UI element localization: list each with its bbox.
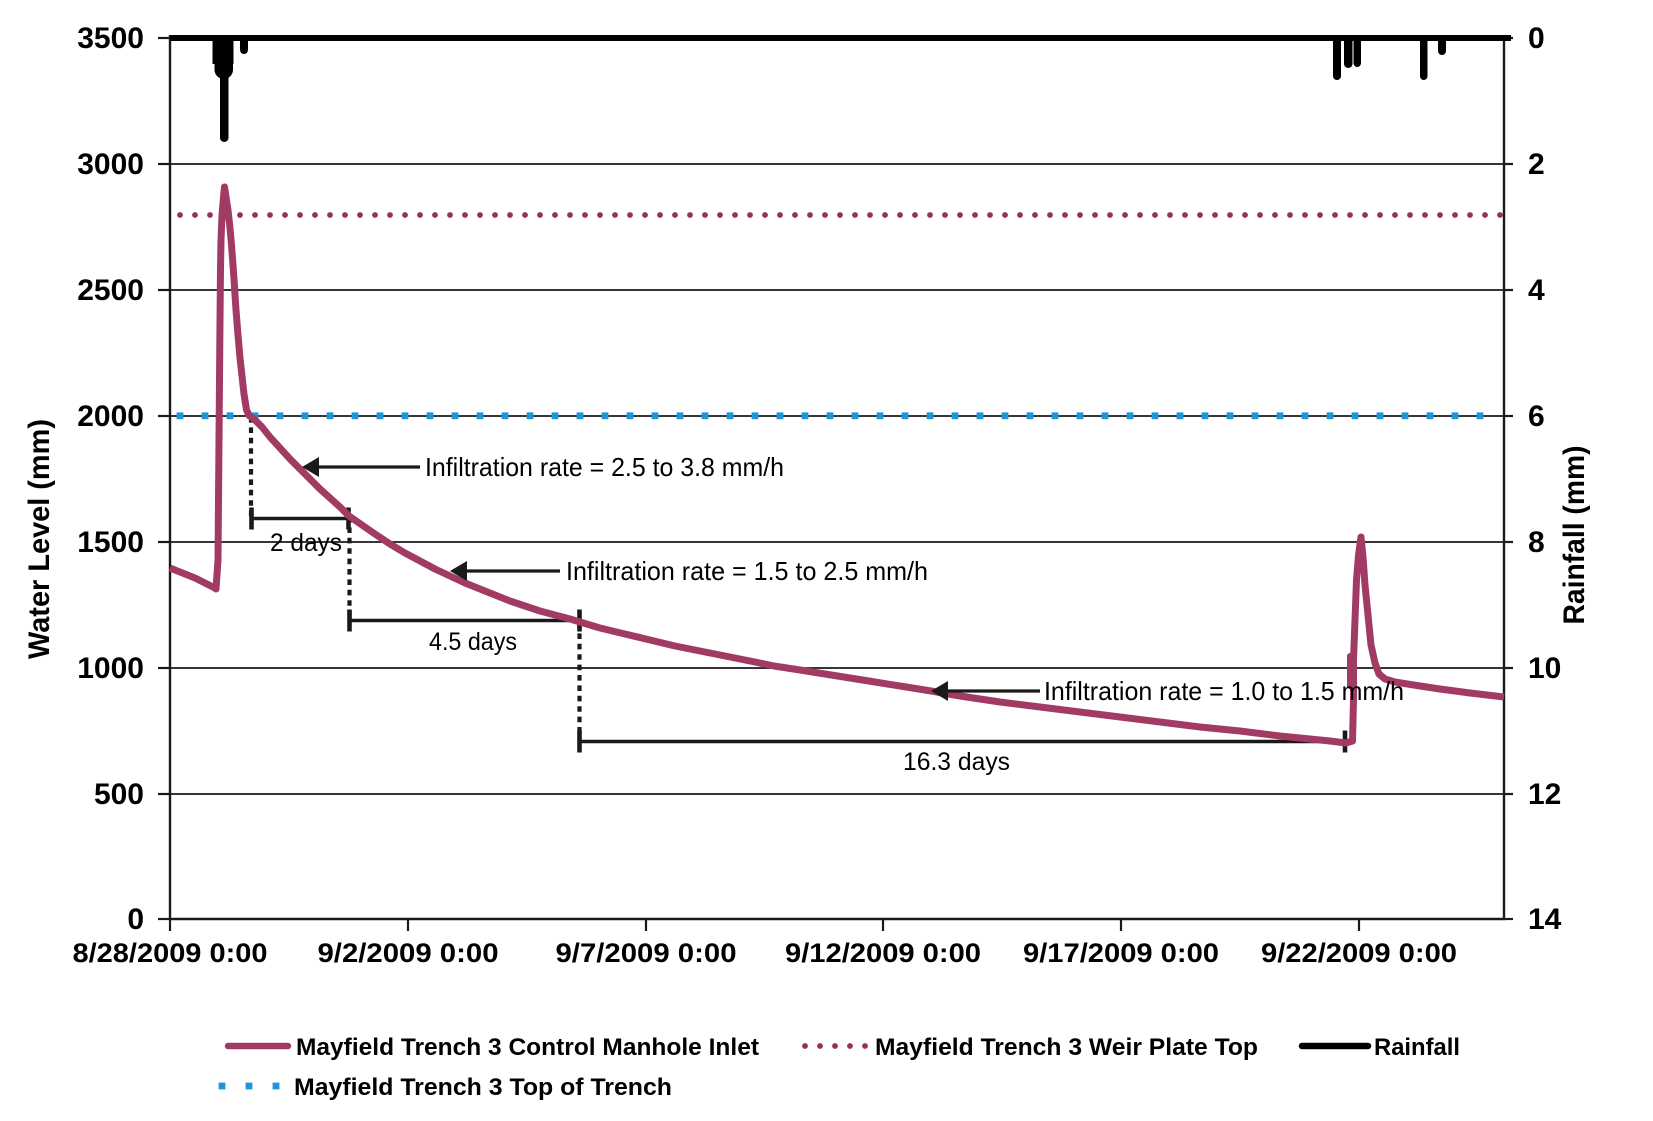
svg-text:3500: 3500 [77,22,144,55]
svg-text:9/2/2009 0:00: 9/2/2009 0:00 [318,938,499,968]
svg-text:3000: 3000 [77,148,144,181]
svg-text:16.3 days: 16.3 days [903,748,1010,776]
svg-text:4: 4 [1528,274,1545,307]
svg-text:Mayfield Trench 3 Weir Plate T: Mayfield Trench 3 Weir Plate Top [875,1034,1258,1061]
svg-text:500: 500 [94,778,144,811]
svg-text:Infiltration rate = 1.0 to 1.5: Infiltration rate = 1.0 to 1.5 mm/h [1044,676,1404,706]
svg-text:Infiltration rate = 2.5 to 3.8: Infiltration rate = 2.5 to 3.8 mm/h [425,452,784,482]
svg-text:1500: 1500 [77,526,144,559]
svg-text:Rainfall: Rainfall [1374,1034,1460,1061]
svg-text:0: 0 [1528,22,1545,55]
svg-text:14: 14 [1528,903,1562,936]
svg-text:0: 0 [127,903,144,936]
svg-text:Rainfall (mm): Rainfall (mm) [1558,446,1591,625]
svg-text:2000: 2000 [77,400,144,433]
svg-text:4.5 days: 4.5 days [429,628,517,656]
svg-text:Water Level (mm): Water Level (mm) [23,419,56,659]
svg-text:Mayfield Trench 3 Top of Trenc: Mayfield Trench 3 Top of Trench [294,1074,672,1101]
svg-text:10: 10 [1528,652,1561,685]
svg-text:8: 8 [1528,526,1545,559]
svg-text:1000: 1000 [77,652,144,685]
svg-text:9/22/2009 0:00: 9/22/2009 0:00 [1261,938,1457,968]
svg-text:9/7/2009 0:00: 9/7/2009 0:00 [556,938,737,968]
svg-text:2500: 2500 [77,274,144,307]
svg-text:9/12/2009 0:00: 9/12/2009 0:00 [785,938,981,968]
svg-text:9/17/2009 0:00: 9/17/2009 0:00 [1023,938,1219,968]
svg-text:12: 12 [1528,778,1561,811]
svg-text:Infiltration rate = 1.5 to 2.5: Infiltration rate = 1.5 to 2.5 mm/h [566,556,928,586]
svg-text:6: 6 [1528,400,1545,433]
svg-text:2 days: 2 days [270,529,342,557]
svg-text:Mayfield Trench 3 Control Manh: Mayfield Trench 3 Control Manhole Inlet [296,1034,759,1061]
svg-text:2: 2 [1528,148,1545,181]
svg-text:8/28/2009 0:00: 8/28/2009 0:00 [73,938,268,968]
